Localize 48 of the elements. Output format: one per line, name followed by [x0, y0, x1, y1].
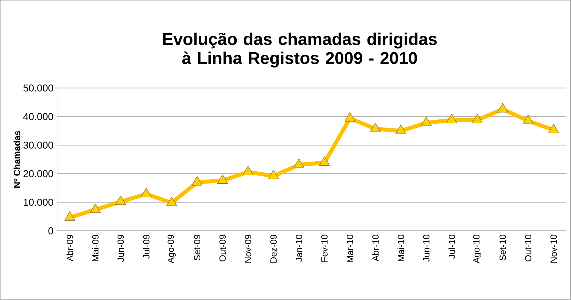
point — [294, 158, 305, 168]
chart-title: Evolução das chamadas dirigidas à Linha Registos 2009 - 2010 — [163, 32, 438, 68]
point — [242, 166, 254, 176]
y-axis-title: Nº Chamadas — [14, 131, 20, 188]
x-tick-label: Jul-10 — [448, 234, 456, 259]
point — [498, 102, 508, 112]
x-tick-label: Nov-10 — [550, 234, 558, 263]
y-tick-label: 30.000 — [24, 142, 54, 149]
point — [116, 196, 126, 205]
x-tick-label: Jun-09 — [118, 234, 124, 262]
x-tick-label: Set-10 — [500, 234, 506, 260]
x-tick-label: Abr-10 — [372, 234, 379, 262]
x-tick-label: Set-09 — [194, 234, 201, 260]
x-tick-label: Nov-09 — [245, 234, 252, 263]
x-tick-label: Mar-10 — [346, 234, 354, 262]
point — [192, 176, 203, 186]
point — [548, 124, 560, 134]
x-tick-label: Jul-09 — [143, 234, 150, 259]
x-tick-label: Abr-09 — [66, 234, 74, 262]
point — [268, 170, 280, 180]
point — [446, 114, 458, 124]
x-tick-label: Ago-09 — [168, 234, 176, 264]
y-tick-label: 0 — [48, 227, 54, 234]
point — [344, 112, 356, 122]
point — [166, 196, 178, 206]
x-tick-label: Dez-09 — [270, 234, 277, 263]
point — [90, 204, 101, 213]
point — [141, 188, 152, 198]
x-tick-label: Mai-10 — [398, 234, 404, 262]
x-tick-label: Fev-10 — [322, 234, 328, 262]
x-tick-label: Out-09 — [220, 234, 226, 262]
y-tick-label: 10.000 — [24, 198, 54, 206]
point — [522, 114, 534, 124]
x-tick-label: Jun-10 — [423, 234, 430, 262]
point — [370, 122, 382, 132]
point — [64, 211, 76, 221]
x-tick-label: Jan-10 — [296, 234, 302, 262]
y-tick-label: 40.000 — [23, 113, 54, 120]
y-tick-label: 20.000 — [24, 170, 54, 178]
y-tick-label: 50.000 — [24, 84, 54, 92]
x-tick-label: Ago-10 — [473, 234, 482, 264]
x-tick-label: Out-10 — [525, 234, 532, 262]
point — [472, 114, 483, 124]
point — [217, 174, 228, 184]
point — [396, 124, 407, 134]
point — [421, 116, 432, 126]
point — [319, 156, 330, 166]
x-tick-label: Mai-09 — [92, 234, 99, 262]
